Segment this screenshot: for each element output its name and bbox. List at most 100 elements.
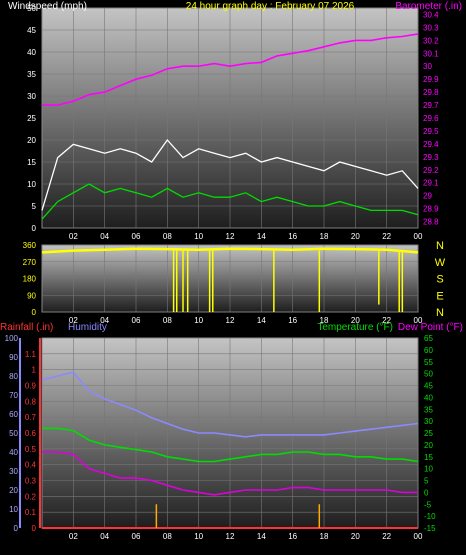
rain-ytick-7: 0.7 xyxy=(25,413,37,422)
dir-xtick-7: 16 xyxy=(288,316,297,325)
dir-xtick-9: 20 xyxy=(351,316,360,325)
wind-xtick-5: 12 xyxy=(226,232,235,241)
rain-ytick-6: 0.6 xyxy=(25,429,37,438)
wind-xtick-11: 00 xyxy=(414,232,423,241)
temp-ytick-12: 45 xyxy=(424,382,433,391)
dir-xtick-5: 12 xyxy=(226,316,235,325)
dir-xtick-10: 22 xyxy=(382,316,391,325)
climate-series-temperature xyxy=(42,427,419,463)
wind-xtick-6: 14 xyxy=(257,232,266,241)
temp-ytick-8: 25 xyxy=(424,429,433,438)
rain-ytick-9: 0.9 xyxy=(25,382,37,391)
climate-xtick-10: 22 xyxy=(382,532,391,541)
wind-xtick-0: 02 xyxy=(69,232,78,241)
rain-ytick-5: 0.5 xyxy=(25,445,37,454)
wind-ytick-8: 40 xyxy=(27,48,36,57)
baro-ytick-8: 29.6 xyxy=(423,114,439,123)
baro-ytick-13: 30.1 xyxy=(423,49,439,58)
wind-xtick-2: 06 xyxy=(132,232,141,241)
baro-ytick-0: 28.8 xyxy=(423,218,439,227)
climate-series-humidity xyxy=(41,371,419,438)
temp-ytick-16: 65 xyxy=(424,334,433,343)
rain-ytick-2: 0.2 xyxy=(25,492,37,501)
dir-ytick-0: 0 xyxy=(32,308,37,317)
wind-xtick-1: 04 xyxy=(100,232,109,241)
baro-ytick-5: 29.3 xyxy=(423,153,439,162)
climate-xtick-6: 14 xyxy=(257,532,266,541)
baro-ytick-9: 29.7 xyxy=(423,101,439,110)
rain-ytick-3: 0.3 xyxy=(25,477,37,486)
dewpoint-right-label: Dew Point (°F) xyxy=(398,322,463,333)
rain-ytick-8: 0.8 xyxy=(25,397,37,406)
wind-left-label: Windspeed (mph) xyxy=(8,1,87,12)
climate-xtick-3: 08 xyxy=(163,532,172,541)
temp-ytick-9: 30 xyxy=(424,417,433,426)
climate-xtick-4: 10 xyxy=(194,532,203,541)
baro-right-label: Barometer (.in) xyxy=(395,1,462,12)
dir-xtick-6: 14 xyxy=(257,316,266,325)
rain-ytick-0: 0 xyxy=(32,524,37,533)
climate-xtick-9: 20 xyxy=(351,532,360,541)
dir-xtick-8: 18 xyxy=(320,316,329,325)
wind-xtick-10: 22 xyxy=(382,232,391,241)
rain-ytick-1: 0.1 xyxy=(25,508,37,517)
humidity-ytick-1: 10 xyxy=(9,505,18,514)
wind-ytick-10: 50 xyxy=(27,4,36,13)
temp-ytick-15: 60 xyxy=(424,346,433,355)
temp-ytick-2: -5 xyxy=(424,500,432,509)
dir-ytick-2: 180 xyxy=(23,275,37,284)
humidity-ytick-10: 100 xyxy=(5,334,19,343)
climate-xtick-5: 12 xyxy=(226,532,235,541)
baro-ytick-1: 28.9 xyxy=(423,205,439,214)
dir-xtick-3: 08 xyxy=(163,316,172,325)
temp-ytick-7: 20 xyxy=(424,441,433,450)
baro-ytick-16: 30.4 xyxy=(423,10,439,19)
dir-ytick-1: 90 xyxy=(27,291,36,300)
dir-xtick-11: 00 xyxy=(414,316,423,325)
temp-ytick-0: -15 xyxy=(424,524,436,533)
humidity-ytick-7: 70 xyxy=(9,391,18,400)
dir-compass-2: S xyxy=(436,274,443,286)
dir-compass-4: N xyxy=(436,307,444,319)
temp-ytick-10: 35 xyxy=(424,405,433,414)
dir-xtick-4: 10 xyxy=(194,316,203,325)
wind-xtick-7: 16 xyxy=(288,232,297,241)
climate-xtick-1: 04 xyxy=(100,532,109,541)
dir-xtick-2: 06 xyxy=(132,316,141,325)
wind-ytick-1: 5 xyxy=(32,202,37,211)
temp-ytick-5: 10 xyxy=(424,465,433,474)
temp-ytick-11: 40 xyxy=(424,393,433,402)
humidity-left-label: Humidity xyxy=(68,322,107,333)
temp-ytick-6: 15 xyxy=(424,453,433,462)
rain-ytick-11: 1.1 xyxy=(25,350,37,359)
dir-series-line xyxy=(41,247,419,254)
dir-ytick-4: 360 xyxy=(23,241,37,250)
temp-ytick-3: 0 xyxy=(424,488,429,497)
dir-compass-0: N xyxy=(436,240,444,252)
climate-xtick-0: 02 xyxy=(69,532,78,541)
wind-ytick-2: 10 xyxy=(27,180,36,189)
wind-ytick-4: 20 xyxy=(27,136,36,145)
humidity-ytick-3: 30 xyxy=(9,467,18,476)
temp-ytick-14: 55 xyxy=(424,358,433,367)
humidity-ytick-8: 80 xyxy=(9,372,18,381)
wind-ytick-7: 35 xyxy=(27,70,36,79)
rain-left-label: Rainfall (.in) xyxy=(0,322,53,333)
rain-ytick-10: 1 xyxy=(32,366,37,375)
temp-right-label: Temperature (°F) xyxy=(317,322,393,333)
wind-xtick-9: 20 xyxy=(351,232,360,241)
wind-xtick-3: 08 xyxy=(163,232,172,241)
baro-ytick-10: 29.8 xyxy=(423,88,439,97)
climate-series-dewpoint xyxy=(42,451,418,496)
baro-ytick-15: 30.3 xyxy=(423,23,439,32)
humidity-ytick-5: 50 xyxy=(9,429,18,438)
baro-ytick-3: 29.1 xyxy=(423,179,439,188)
climate-xtick-2: 06 xyxy=(132,532,141,541)
dir-compass-1: W xyxy=(435,257,446,269)
wind-ytick-0: 0 xyxy=(32,224,37,233)
humidity-ytick-4: 40 xyxy=(9,448,18,457)
wind-series-barometer xyxy=(42,33,419,106)
baro-ytick-2: 29 xyxy=(423,192,432,201)
